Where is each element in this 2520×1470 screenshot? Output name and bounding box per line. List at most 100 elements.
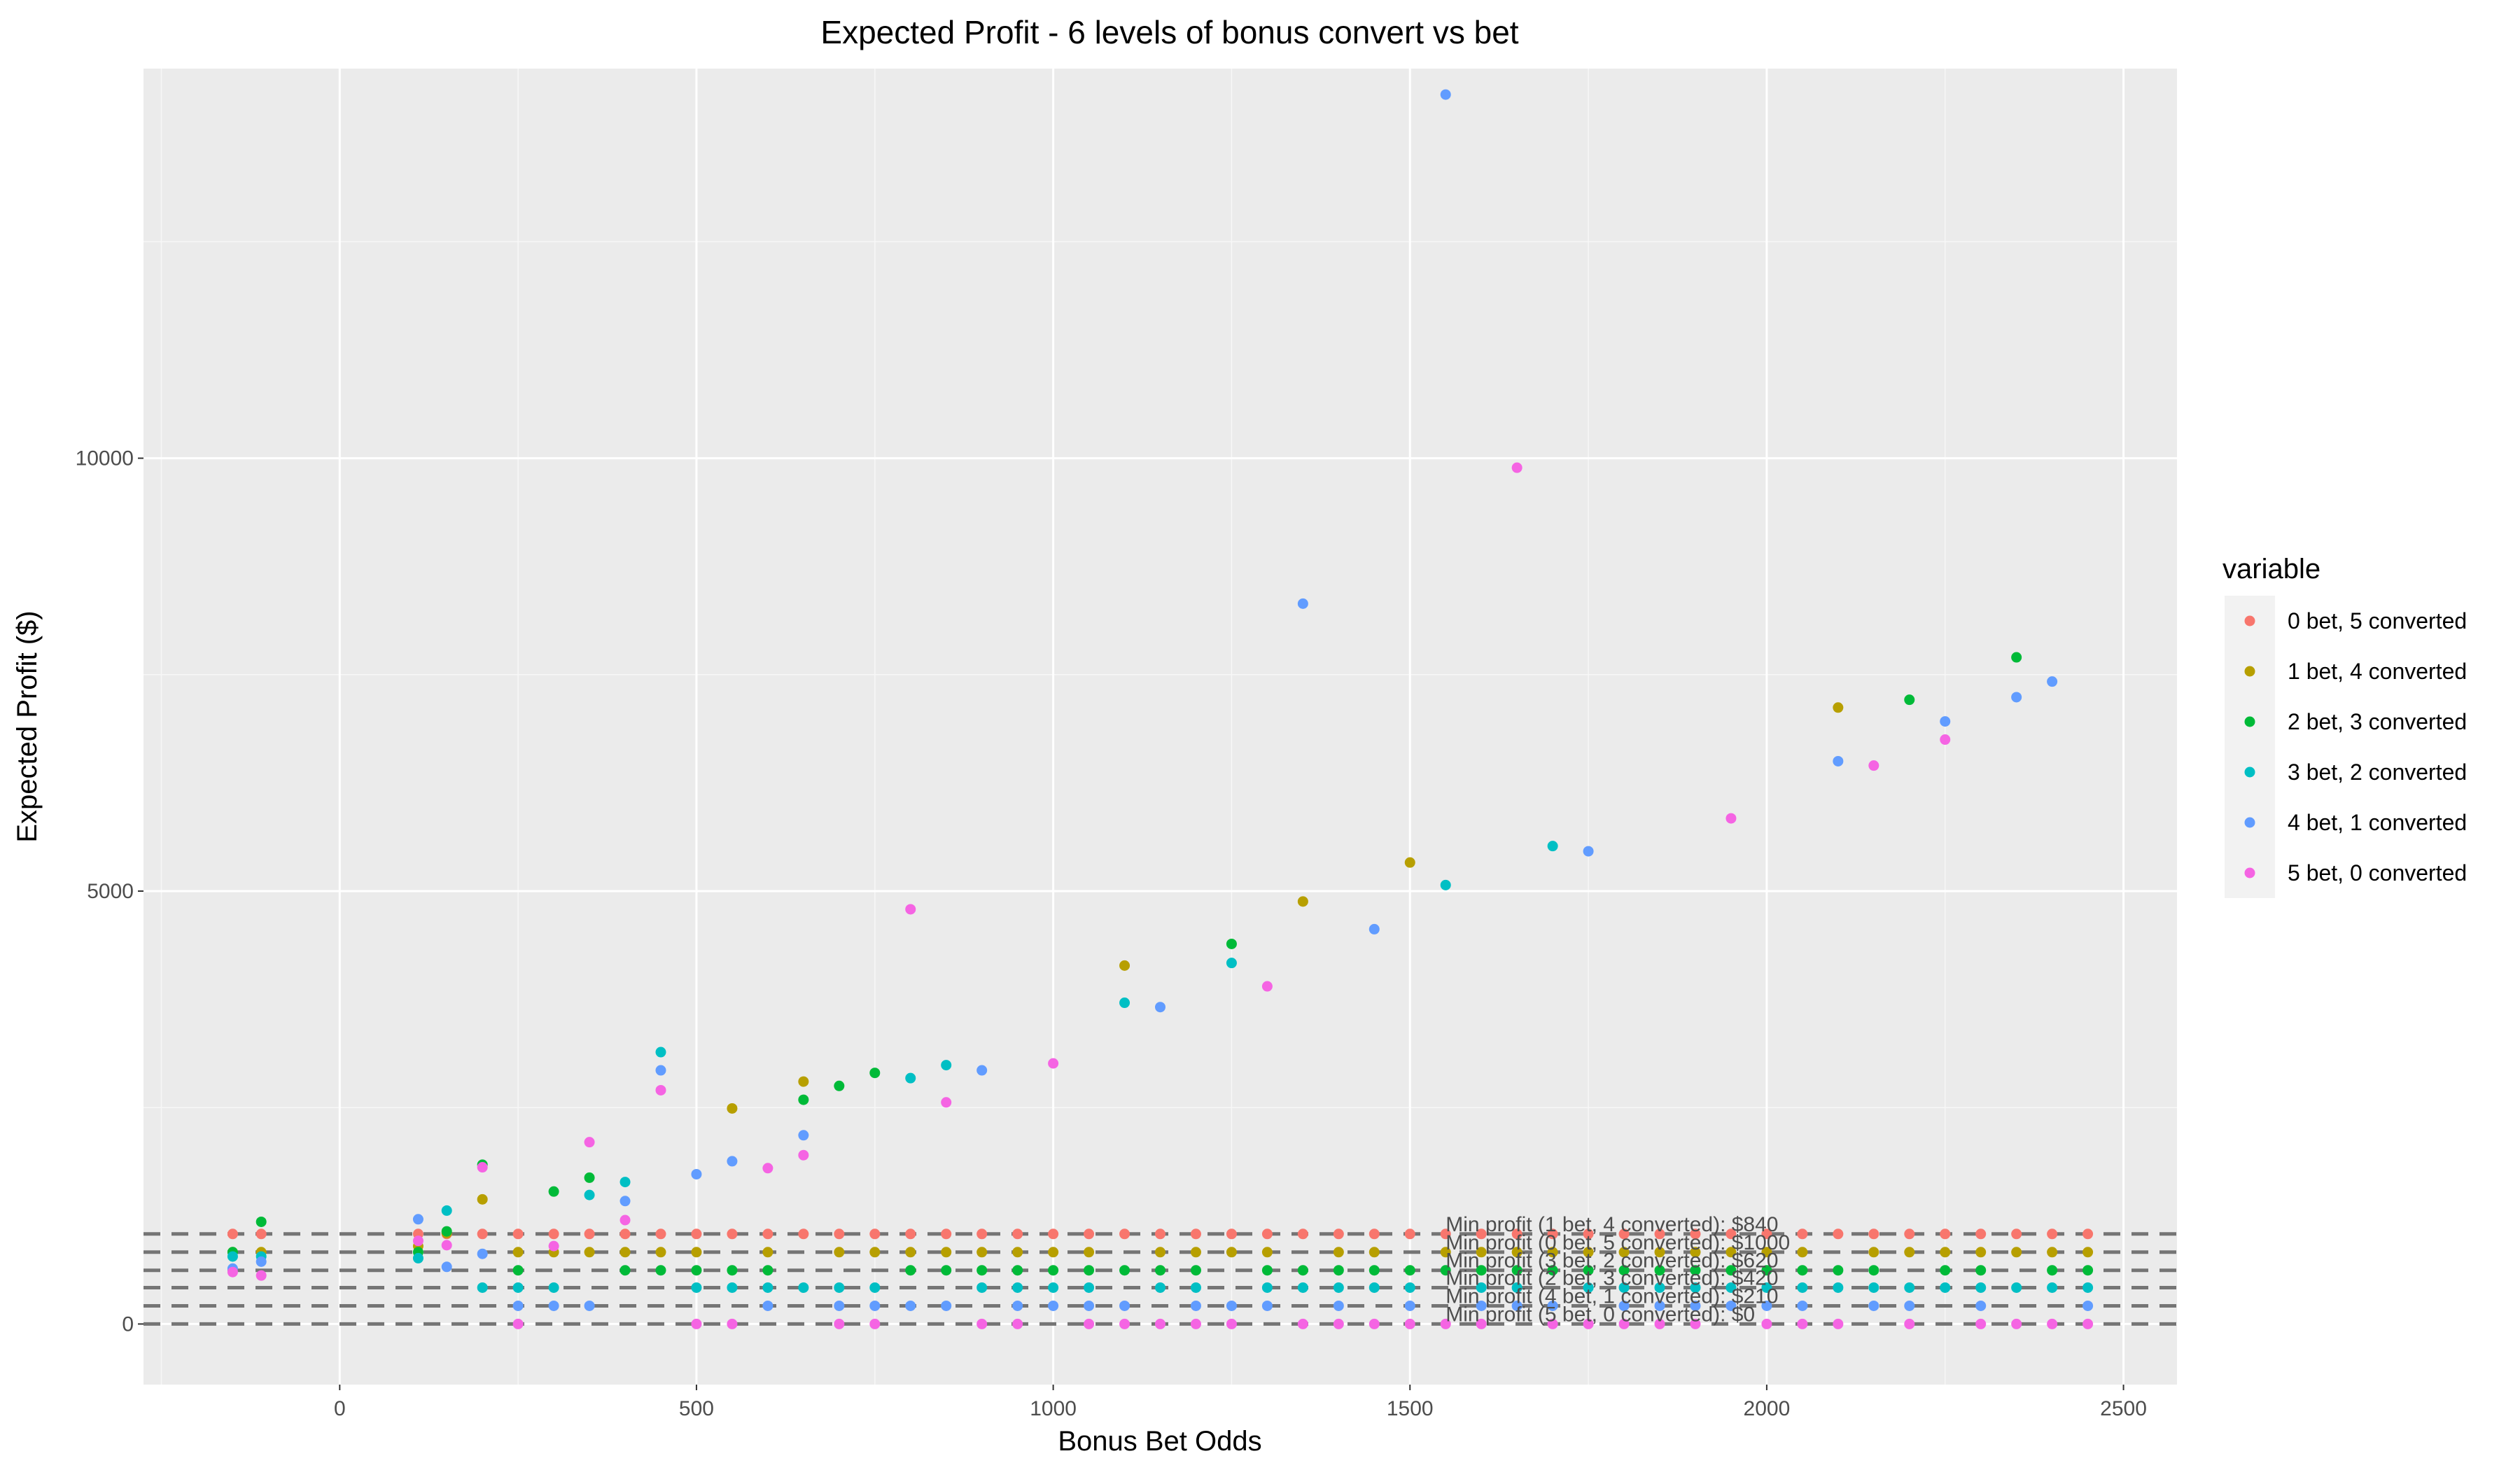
reference-line-label: Min profit (0 bet, 5 converted): $1000 xyxy=(1446,1231,1790,1254)
data-point xyxy=(2082,1318,2094,1329)
data-point xyxy=(1797,1282,1808,1293)
data-point xyxy=(1297,1265,1308,1276)
data-point xyxy=(941,1228,952,1240)
data-point xyxy=(1511,1265,1522,1276)
data-point xyxy=(762,1265,774,1276)
data-point xyxy=(1368,1282,1380,1293)
data-point xyxy=(1404,1282,1415,1293)
data-point xyxy=(762,1163,774,1174)
data-point xyxy=(1368,1228,1380,1240)
data-point xyxy=(512,1247,524,1258)
data-point xyxy=(2011,652,2022,663)
data-point xyxy=(655,1228,666,1240)
data-point xyxy=(691,1228,702,1240)
data-point xyxy=(1226,1318,1237,1329)
data-point xyxy=(1440,1228,1451,1240)
data-point xyxy=(976,1282,988,1293)
x-tick-label: 500 xyxy=(679,1397,714,1420)
x-axis-title: Bonus Bet Odds xyxy=(1058,1426,1261,1457)
data-point xyxy=(1690,1318,1701,1329)
data-point xyxy=(548,1186,559,1197)
data-point xyxy=(1511,1247,1522,1258)
data-point xyxy=(1583,846,1594,857)
data-point xyxy=(1155,1247,1166,1258)
data-point xyxy=(620,1265,631,1276)
plot-panel xyxy=(144,69,2177,1385)
data-point xyxy=(1476,1318,1487,1329)
data-point xyxy=(2047,1282,2058,1293)
data-point xyxy=(941,1300,952,1311)
legend-label: 5 bet, 0 converted xyxy=(2288,860,2467,886)
data-point xyxy=(798,1094,809,1105)
data-point xyxy=(905,1265,916,1276)
data-point xyxy=(1476,1300,1487,1311)
data-point xyxy=(477,1162,488,1173)
data-point xyxy=(798,1282,809,1293)
data-point xyxy=(2047,676,2058,687)
data-point xyxy=(2047,1228,2058,1240)
data-point xyxy=(548,1282,559,1293)
legend-label: 2 bet, 3 converted xyxy=(2288,709,2467,734)
x-tick-label: 2000 xyxy=(1744,1397,1791,1420)
data-point xyxy=(227,1228,238,1240)
data-point xyxy=(1404,1318,1415,1329)
data-point xyxy=(1797,1228,1808,1240)
data-point xyxy=(1868,760,1879,771)
reference-line-label: Min profit (1 bet, 4 converted): $840 xyxy=(1446,1213,1778,1236)
data-point xyxy=(584,1189,595,1200)
data-point xyxy=(1690,1228,1701,1240)
legend-items: 0 bet, 5 converted 1 bet, 4 converted 2 be… xyxy=(2244,608,2467,886)
data-point xyxy=(1797,1300,1808,1311)
data-point xyxy=(1440,1318,1451,1329)
data-point xyxy=(655,1046,666,1058)
data-point xyxy=(1547,1247,1558,1258)
data-point xyxy=(1155,1318,1166,1329)
y-axis-title: Expected Profit ($) xyxy=(12,610,43,842)
reference-line-label: Min profit (4 bet, 1 converted): $210 xyxy=(1446,1284,1778,1308)
data-point xyxy=(584,1300,595,1311)
data-point xyxy=(1547,1300,1558,1311)
data-point xyxy=(620,1196,631,1207)
x-tick-label: 0 xyxy=(334,1397,346,1420)
data-point xyxy=(1261,981,1273,992)
data-point xyxy=(869,1228,881,1240)
data-point xyxy=(1084,1228,1095,1240)
data-point xyxy=(1583,1318,1594,1329)
data-point xyxy=(1084,1318,1095,1329)
data-point xyxy=(1975,1318,1987,1329)
data-point xyxy=(2082,1282,2094,1293)
data-point xyxy=(412,1214,424,1225)
data-point xyxy=(2082,1247,2094,1258)
data-point xyxy=(834,1282,845,1293)
data-point xyxy=(1084,1282,1095,1293)
data-point xyxy=(548,1228,559,1240)
data-point xyxy=(1761,1228,1772,1240)
data-point xyxy=(798,1076,809,1087)
data-point xyxy=(1975,1247,1987,1258)
data-point xyxy=(620,1214,631,1226)
legend-label: 0 bet, 5 converted xyxy=(2288,608,2467,634)
data-point xyxy=(905,904,916,915)
data-point xyxy=(762,1228,774,1240)
data-point xyxy=(1797,1318,1808,1329)
data-point xyxy=(584,1172,595,1183)
legend-label: 3 bet, 2 converted xyxy=(2288,760,2467,785)
data-point xyxy=(227,1266,238,1278)
data-point xyxy=(834,1318,845,1329)
data-point xyxy=(477,1228,488,1240)
data-point xyxy=(477,1194,488,1205)
data-point xyxy=(1404,1265,1415,1276)
data-point xyxy=(1012,1247,1023,1258)
data-point xyxy=(2011,1228,2022,1240)
data-point xyxy=(976,1228,988,1240)
data-point xyxy=(1119,960,1130,971)
data-point xyxy=(1868,1282,1879,1293)
data-point xyxy=(1190,1265,1201,1276)
data-point xyxy=(727,1318,738,1329)
chart-title: Expected Profit - 6 levels of bonus conv… xyxy=(820,14,1518,50)
data-point xyxy=(1868,1247,1879,1258)
data-point xyxy=(1368,923,1380,934)
data-point xyxy=(1618,1228,1630,1240)
data-point xyxy=(691,1247,702,1258)
